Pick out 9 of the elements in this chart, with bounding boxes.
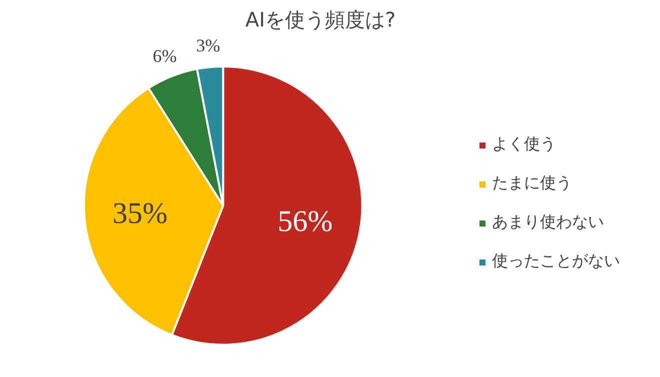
- data-label: 6%: [152, 46, 177, 66]
- legend-label: たまに使う: [492, 173, 572, 194]
- legend-label: あまり使わない: [492, 212, 604, 233]
- data-label: 56%: [278, 204, 333, 238]
- chart-title: AIを使う頻度は?: [245, 8, 396, 32]
- legend-label: 使ったことがない: [492, 251, 620, 272]
- data-label: 3%: [196, 36, 220, 56]
- legend-label: よく使う: [492, 134, 556, 155]
- data-label: 35%: [112, 197, 168, 230]
